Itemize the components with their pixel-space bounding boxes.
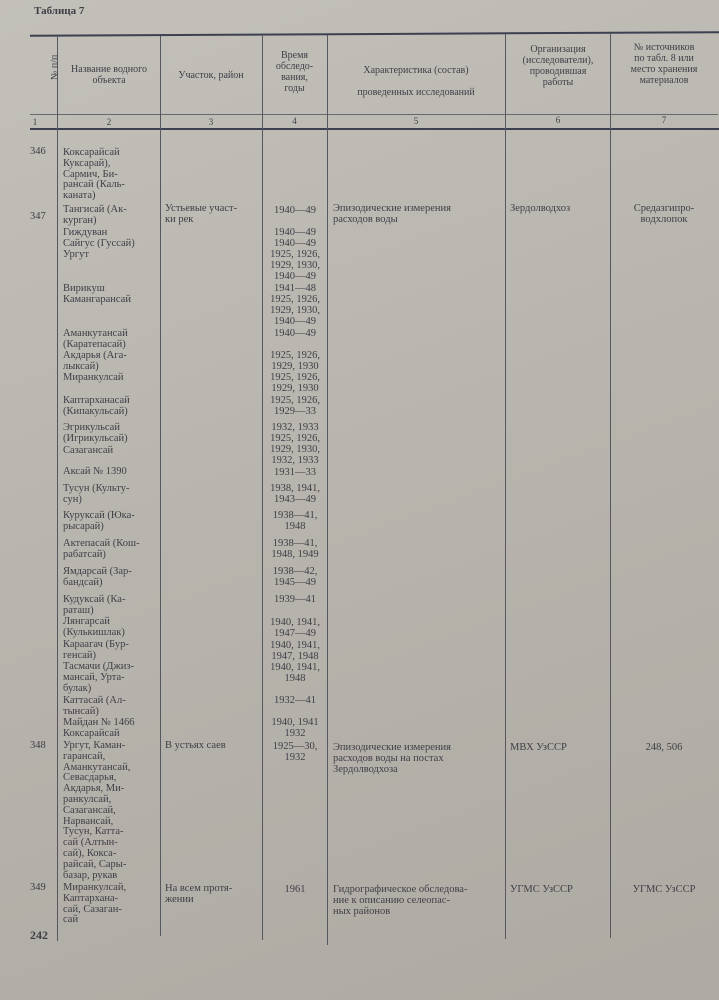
survey-years: 1940, 1941 — [271, 717, 319, 728]
column-divider — [505, 34, 506, 939]
row-number: 348 — [30, 740, 46, 751]
survey-years: 1925, 1926, 1929, 1930, 1932, 1933 — [270, 433, 320, 466]
header-bottom-rule — [30, 114, 718, 115]
water-body-name: Миранкулсай — [63, 372, 124, 383]
column-number-rule — [30, 128, 719, 130]
header-source: № источников по табл. 8 или место хранен… — [630, 42, 698, 86]
survey-years: 1940, 1941, 1947, 1948 — [270, 640, 320, 662]
column-number: 5 — [413, 116, 419, 126]
survey-years: 1940—49 — [274, 205, 316, 216]
survey-years: 1932 — [284, 728, 306, 739]
water-body-name: Актепасай (Кош- рабатсай) — [63, 538, 140, 560]
survey-years: 1940, 1941, 1947—49 — [270, 617, 320, 639]
survey-years: 1941—48 — [274, 283, 316, 294]
water-body-name: Гиждуван — [63, 227, 108, 238]
header-section: Участок, район — [178, 70, 244, 81]
column-number: 1 — [32, 117, 38, 127]
water-body-name: Аксай № 1390 — [63, 466, 127, 477]
organization-cell: УГМС УзССР — [510, 884, 573, 895]
survey-years: 1938—41, 1948 — [272, 510, 318, 532]
water-body-name: Аманкутансай (Каратепасай) — [63, 328, 128, 350]
water-body-name: Ургут, Каман- гарансай, Аманкутансай, Се… — [63, 740, 131, 881]
section-cell: На всем протя- жении — [165, 883, 233, 905]
water-body-name: Акдарья (Ага- лыксай) — [63, 350, 127, 372]
organization-cell: Зердолводхоз — [510, 203, 571, 214]
water-body-name: Каттасай (Ал- тынсай) — [63, 695, 126, 717]
table-top-rule — [29, 31, 719, 37]
water-body-name: Кудуксай (Ка- раташ) — [63, 594, 126, 616]
column-number: 2 — [106, 117, 112, 127]
water-body-name: Куруксай (Юка- рысарай) — [63, 510, 135, 532]
row-number: 347 — [30, 211, 46, 222]
survey-years: 1961 — [284, 884, 306, 895]
row-number: 346 — [30, 146, 46, 157]
characteristic-cell: Эпизодические измерения расходов воды на… — [333, 742, 451, 775]
water-body-name: Камангарансай — [63, 294, 131, 305]
water-body-name: Миранкулсай, Каптархана- сай, Сазаган- с… — [63, 882, 127, 926]
header-characteristic: Характеристика (состав) проведенных иссл… — [357, 65, 475, 98]
column-divider — [610, 33, 611, 938]
column-number: 4 — [292, 116, 297, 126]
source-cell: 248, 506 — [645, 742, 683, 753]
column-number: 3 — [208, 117, 214, 127]
survey-years: 1925, 1926, 1929, 1930 — [270, 372, 320, 394]
survey-years: 1925, 1926, 1929—33 — [270, 395, 320, 417]
survey-years: 1925, 1926, 1929, 1930, 1940—49 — [270, 294, 320, 327]
column-divider — [160, 36, 161, 936]
source-cell: Средазгипро- водхлопок — [633, 203, 695, 225]
survey-years: 1932—41 — [274, 695, 316, 706]
survey-years: 1925, 1926, 1929, 1930, 1940—49 — [270, 249, 320, 282]
survey-years: 1940—49 — [274, 227, 316, 238]
organization-cell: МВХ УзССР — [510, 742, 567, 753]
survey-years: 1938—41, 1948, 1949 — [271, 538, 319, 560]
survey-years: 1925, 1926, 1929, 1930 — [270, 350, 320, 372]
water-body-name: Каптарханасай (Кипакульсай) — [63, 395, 130, 417]
survey-years: 1932, 1933 — [271, 422, 319, 433]
header-years: Время обследо- вания, годы — [275, 50, 314, 94]
water-body-name: Ургут — [63, 249, 89, 260]
water-body-name: Майдан № 1466 — [63, 717, 135, 728]
water-body-name: Лянгарсай (Кулькишлак) — [63, 616, 125, 638]
header-organization: Организация (исследователи), проводившая… — [522, 44, 594, 88]
characteristic-cell: Гидрографическое обследова- ние к описан… — [333, 884, 468, 917]
page-number: 242 — [30, 928, 48, 942]
water-body-name: Караагач (Бур- генсай) — [63, 639, 129, 661]
section-cell: Устьевые участ- ки рек — [165, 203, 238, 225]
water-body-name: Эгрикульсай (Игрикульсай) — [63, 422, 128, 444]
survey-years: 1939—41 — [274, 594, 316, 605]
water-body-name: Тасмачи (Джиз- мансай, Урта- булак) — [63, 661, 134, 694]
source-cell: УГМС УзССР — [632, 884, 696, 895]
water-body-name: Сазагансай — [63, 445, 114, 456]
column-number: 7 — [661, 115, 667, 125]
water-body-name: Тусун (Культу- сун) — [63, 483, 130, 505]
water-body-name: Сайгус (Гуссай) — [63, 238, 135, 249]
survey-years: 1940, 1941, 1948 — [270, 662, 320, 684]
water-body-name: Коксарайсай Куксарай), Сармич, Би- ранса… — [63, 147, 125, 202]
section-cell: В устьях саев — [165, 740, 226, 751]
survey-years: 1925—30, 1932 — [272, 741, 318, 763]
survey-years: 1940—49 — [274, 238, 316, 249]
water-body-name: Коксарайсай — [63, 728, 120, 739]
characteristic-cell: Эпизодические измерения расходов воды — [333, 203, 451, 225]
survey-years: 1940—49 — [274, 328, 316, 339]
water-body-name: Вирикуш — [63, 283, 105, 294]
survey-years: 1931—33 — [274, 467, 316, 478]
column-divider — [262, 35, 263, 940]
column-number: 6 — [555, 115, 561, 125]
row-number: 349 — [30, 882, 46, 893]
header-name: Название водного объекта — [71, 64, 147, 86]
survey-years: 1938, 1941, 1943—49 — [270, 483, 320, 505]
column-divider — [327, 35, 328, 945]
water-body-name: Ямдарсай (Зар- бандсай) — [63, 566, 132, 588]
survey-years: 1938—42, 1945—49 — [272, 566, 318, 588]
water-body-name: Тангисай (Ак- курган) — [63, 204, 127, 226]
table-title: Таблица 7 — [34, 5, 85, 17]
column-divider — [57, 36, 58, 941]
